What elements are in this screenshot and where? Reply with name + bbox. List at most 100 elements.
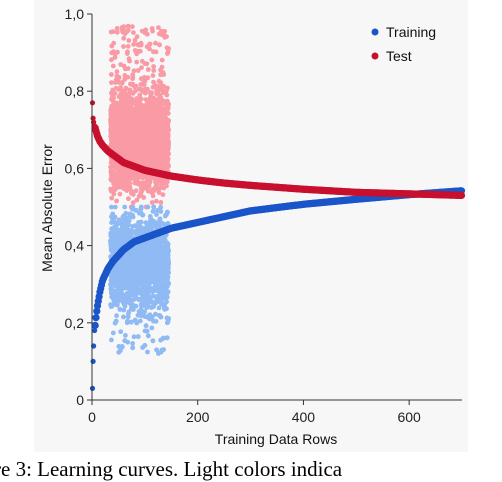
training-scatter-point	[109, 214, 114, 220]
test-scatter-point	[145, 177, 150, 183]
training-scatter-point	[130, 341, 135, 346]
test-scatter-point	[108, 29, 114, 35]
test-scatter-point	[151, 64, 156, 69]
training-scatter-point	[165, 320, 170, 326]
training-scatter-point	[116, 217, 122, 223]
test-scatter-point	[155, 120, 161, 126]
test-scatter-point	[140, 88, 146, 94]
training-scatter-point	[143, 220, 149, 226]
test-scatter-point	[132, 148, 138, 153]
test-scatter-point	[159, 64, 165, 70]
test-scatter-point	[109, 195, 115, 201]
test-scatter-point	[151, 79, 156, 85]
test-scatter-point	[120, 115, 126, 121]
training-scatter-point	[122, 338, 128, 344]
test-scatter-point	[121, 35, 127, 41]
test-scatter-point	[145, 86, 150, 92]
training-scatter-point	[159, 297, 165, 303]
test-scatter-point	[132, 37, 138, 43]
training-scatter-point	[142, 343, 148, 348]
test-scatter-point	[160, 116, 166, 121]
test-scatter-point	[127, 90, 133, 96]
test-scatter-point	[130, 82, 135, 88]
test-scatter-point	[155, 83, 160, 89]
test-scatter-point	[109, 103, 114, 109]
test-scatter-point	[134, 59, 140, 65]
test-scatter-point	[109, 80, 114, 85]
test-scatter-point	[124, 145, 130, 151]
test-scatter-point	[165, 85, 170, 91]
test-scatter-point	[138, 119, 144, 125]
training-scatter-point	[116, 344, 122, 349]
test-scatter-point	[144, 44, 150, 50]
test-scatter-point	[139, 65, 144, 70]
test-scatter-point	[153, 177, 159, 183]
test-scatter-point	[148, 129, 154, 135]
training-scatter-point	[138, 313, 144, 319]
test-scatter-point	[152, 149, 158, 155]
test-scatter-point	[148, 122, 154, 128]
test-scatter-point	[152, 99, 158, 104]
test-scatter-point	[158, 161, 164, 167]
training-scatter-point	[144, 328, 150, 334]
test-scatter-point	[137, 99, 142, 105]
training-scatter-point	[146, 297, 152, 303]
training-scatter-point	[150, 246, 156, 252]
training-scatter-point	[150, 209, 156, 214]
test-scatter-point	[130, 200, 136, 206]
training-scatter-point	[135, 334, 141, 339]
test-scatter-point	[118, 130, 124, 136]
test-scatter-point	[109, 43, 115, 49]
test-scatter-point	[165, 151, 171, 156]
test-scatter-point	[159, 28, 164, 34]
test-scatter-point	[116, 87, 122, 92]
test-scatter-point	[142, 152, 148, 158]
test-scatter-point	[126, 196, 131, 202]
test-scatter-point	[164, 183, 169, 189]
test-scatter-point	[149, 57, 155, 63]
test-scatter-point	[161, 83, 166, 89]
training-scatter-point	[114, 313, 119, 319]
training-scatter-point	[122, 204, 128, 210]
training-scatter-point	[156, 305, 162, 311]
test-scatter-point	[150, 73, 156, 78]
test-scatter-point	[112, 51, 118, 57]
test-scatter-point	[114, 198, 119, 204]
test-scatter-point	[131, 42, 136, 47]
test-scatter-point	[147, 95, 153, 101]
test-scatter-point	[137, 180, 143, 186]
training-scatter-point	[112, 320, 118, 326]
training-scatter-point	[130, 212, 135, 218]
test-scatter-point	[140, 143, 145, 148]
test-scatter-point	[129, 121, 135, 127]
training-scatter-point	[158, 204, 164, 210]
test-scatter-point	[142, 61, 148, 66]
training-scatter-point	[131, 334, 137, 340]
training-scatter-point	[141, 290, 146, 296]
test-scatter-point	[110, 131, 116, 137]
test-scatter-point	[140, 81, 145, 86]
test-scatter-point	[163, 155, 169, 161]
test-scatter-point	[123, 91, 129, 97]
test-scatter-point	[128, 116, 133, 122]
test-scatter-point	[125, 23, 131, 29]
training-scatter-point	[110, 302, 116, 307]
test-scatter-point	[126, 38, 132, 43]
test-scatter-point	[110, 63, 116, 69]
test-scatter-point	[134, 197, 140, 203]
training-scatter-point	[158, 314, 164, 320]
test-scatter-point	[165, 163, 171, 169]
test-scatter-point	[157, 155, 163, 160]
test-scatter-point	[125, 43, 131, 49]
test-scatter-point	[155, 141, 161, 146]
test-scatter-point	[127, 180, 133, 186]
test-scatter-point	[131, 171, 137, 176]
test-scatter-point	[164, 34, 169, 39]
test-scatter-point	[164, 123, 170, 128]
test-scatter-point	[108, 111, 114, 117]
test-scatter-point	[118, 62, 124, 67]
training-scatter-point	[136, 309, 142, 314]
test-scatter-point	[114, 69, 120, 75]
test-scatter-point	[135, 114, 140, 119]
test-scatter-point	[133, 83, 139, 89]
